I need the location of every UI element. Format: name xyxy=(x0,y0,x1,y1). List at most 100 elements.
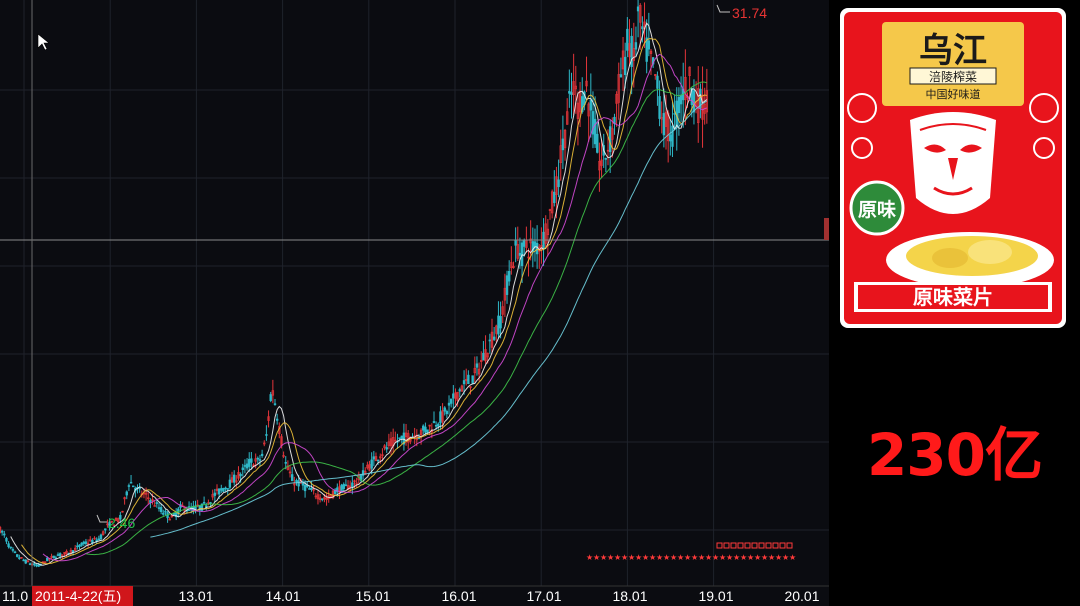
candle-body xyxy=(353,480,356,482)
signal-star-icon: ★ xyxy=(775,553,782,562)
candle-body xyxy=(273,403,277,405)
candle-body xyxy=(288,471,292,474)
candle-body xyxy=(33,563,36,566)
candle-body xyxy=(13,551,17,554)
candle-body xyxy=(458,389,461,392)
candle-body xyxy=(351,482,354,488)
candle-body xyxy=(11,549,15,551)
candle-body xyxy=(462,380,466,385)
moving-average-lines xyxy=(10,22,708,566)
candle-body xyxy=(512,266,515,269)
candle-body xyxy=(342,484,345,490)
candle-body xyxy=(484,349,487,362)
candle-body xyxy=(215,488,219,491)
candle-body xyxy=(454,392,457,399)
signal-star-icon: ★ xyxy=(712,553,719,562)
candle-body xyxy=(437,423,440,427)
brand-name: 乌江 xyxy=(919,31,987,71)
candle-body xyxy=(331,490,335,498)
candle-body xyxy=(159,507,163,513)
candle-body xyxy=(576,102,580,119)
candle-body xyxy=(15,554,19,557)
candle-body xyxy=(523,240,526,247)
candle-body xyxy=(443,407,446,412)
high-annotation: 31.74 xyxy=(732,5,767,21)
x-tick-label: 17.01 xyxy=(526,588,561,604)
brand-subtitle: 涪陵榨菜 xyxy=(929,69,977,84)
candle-body xyxy=(379,456,382,459)
candle-body xyxy=(542,231,545,250)
candle-body xyxy=(254,458,257,462)
candle-body xyxy=(432,421,436,424)
candle-body xyxy=(63,552,66,554)
candle-body xyxy=(82,541,85,544)
candle-body xyxy=(578,90,582,113)
candle-body xyxy=(119,515,122,520)
candle-body xyxy=(153,505,156,507)
candle-body xyxy=(22,559,25,562)
flavor-badge xyxy=(849,180,905,236)
signal-box-icon xyxy=(744,542,751,549)
candle-body xyxy=(477,368,481,375)
candle-body xyxy=(310,487,313,491)
candle-body xyxy=(0,526,2,533)
candle-body xyxy=(488,339,492,342)
candle-body xyxy=(295,479,298,483)
candle-body xyxy=(621,50,625,70)
candle-body xyxy=(383,445,386,449)
candle-body xyxy=(482,352,485,361)
candle-body xyxy=(9,546,12,549)
candle-body xyxy=(553,191,556,204)
signal-star-icon: ★ xyxy=(663,553,670,562)
candle-body xyxy=(636,6,640,12)
candle-body xyxy=(692,90,696,113)
candle-body xyxy=(116,518,120,523)
candle-body xyxy=(222,487,225,492)
candle-body xyxy=(495,325,498,334)
candle-body xyxy=(144,492,148,495)
signal-star-icon: ★ xyxy=(628,553,635,562)
candle-body xyxy=(589,99,593,111)
signal-star-icon: ★ xyxy=(649,553,656,562)
candle-body xyxy=(385,447,388,450)
candle-body xyxy=(465,379,468,381)
candle-body xyxy=(645,37,648,62)
candle-body xyxy=(336,487,339,492)
signal-box-icon xyxy=(737,542,744,549)
candle-body xyxy=(344,484,348,487)
candle-body xyxy=(604,158,608,160)
candle-body xyxy=(26,560,30,563)
signal-box-icon xyxy=(786,542,793,549)
candle-body xyxy=(639,5,642,23)
candle-body xyxy=(112,524,116,527)
candle-body xyxy=(243,465,247,467)
candle-body xyxy=(671,125,674,147)
flavor-badge-label: 原味 xyxy=(858,199,896,221)
candle-body xyxy=(641,26,644,30)
candle-body xyxy=(366,464,369,469)
candle-body xyxy=(46,557,49,562)
x-tick-label: 19.01 xyxy=(698,588,733,604)
candle-body xyxy=(441,410,444,422)
signal-star-icon: ★ xyxy=(705,553,712,562)
candle-body xyxy=(125,491,128,496)
candle-body xyxy=(325,497,328,501)
signal-stars: ★ ★ ★ ★ ★ ★ ★ ★ ★ ★ ★ ★ ★ ★ ★ ★ ★ ★ ★ ★ ★ ★ ★ ★ ★ ★ ★ ★ ★ ★ xyxy=(586,542,796,562)
candle-body xyxy=(127,485,131,487)
signal-star-icon: ★ xyxy=(789,553,796,562)
signal-box-icon xyxy=(723,542,730,549)
candle-body xyxy=(394,439,397,442)
candle-body xyxy=(76,545,79,548)
signal-star-icon: ★ xyxy=(642,553,649,562)
candle-body xyxy=(647,40,651,50)
candle-body xyxy=(516,244,519,259)
candle-body xyxy=(220,488,223,491)
signal-star-icon: ★ xyxy=(684,553,691,562)
candle-body xyxy=(452,393,455,399)
low-annotation: 2.46 xyxy=(108,515,135,531)
x-tick-label: 18.01 xyxy=(612,588,647,604)
high-pointer xyxy=(716,4,730,13)
candle-body xyxy=(475,363,479,368)
candle-body xyxy=(121,510,124,513)
candle-body xyxy=(3,533,6,536)
